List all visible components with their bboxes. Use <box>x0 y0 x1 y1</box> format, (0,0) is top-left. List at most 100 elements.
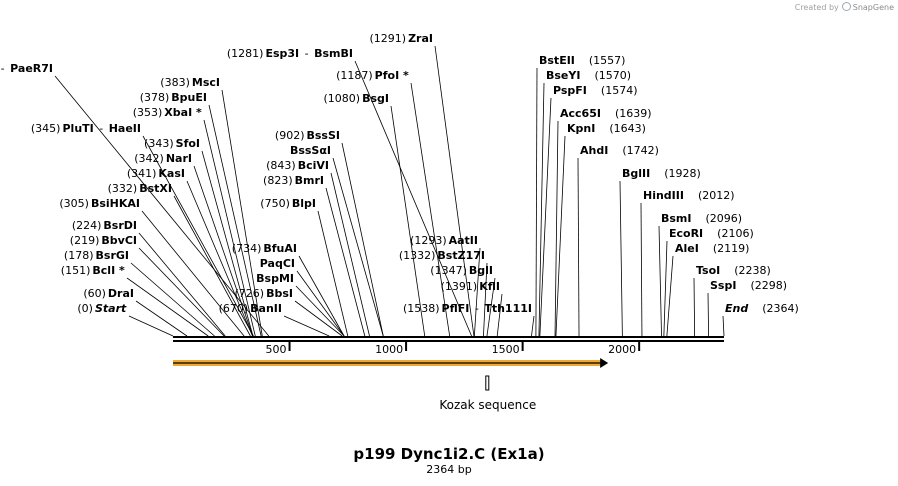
site-label-bsrdi: (224) BsrDI <box>72 219 137 232</box>
leader-line-avai <box>54 75 270 337</box>
site-label-kasi: (341) KasI <box>127 167 185 180</box>
site-label-esp3i: (1281) Esp3I - BsmBI <box>227 47 353 60</box>
site-position-banii: (670) <box>219 302 249 315</box>
credit-prefix: Created by <box>794 3 839 12</box>
site-position-bglii: (1928) <box>664 167 701 180</box>
site-position-start: (0) <box>77 302 93 315</box>
site-label-bsgi: (1080) BsgI <box>324 92 389 105</box>
site-position-hindiii: (2012) <box>698 189 735 202</box>
site-label-start: (0) Start <box>77 302 127 315</box>
leader-line-pluti <box>142 135 254 337</box>
leader-line-bbsi <box>294 300 343 337</box>
site-label-ahdi: AhdI (1742) <box>580 144 659 157</box>
leader-line-bsihkai <box>141 210 245 337</box>
leader-line-aatii <box>473 247 481 337</box>
site-name-banii: BanII <box>250 302 282 315</box>
site-name-esp3i: BsmBI <box>314 47 353 60</box>
site-position-bcivi: (843) <box>266 159 296 172</box>
leader-line-bsssai <box>332 157 384 337</box>
site-label-zrai: (1291) ZraI <box>370 32 434 45</box>
leader-line-end <box>722 315 725 337</box>
leader-line-pfoi <box>410 82 451 337</box>
site-label-pspfi: PspFI (1574) <box>553 84 637 97</box>
site-name-blpi: BlpI <box>292 197 316 210</box>
leader-line-drai <box>135 300 188 337</box>
site-label-bglii: BglII (1928) <box>622 167 701 180</box>
site-name-msci: MscI <box>192 76 220 89</box>
site-name-bmri: BmrI <box>295 174 324 187</box>
site-label-bpuei: (378) BpuEI <box>140 91 207 104</box>
site-position-tsoi: (2238) <box>734 264 771 277</box>
leader-line-bstxi <box>173 195 251 337</box>
site-position-bsmi: (2096) <box>706 212 743 225</box>
site-name-pflfi: Tth111I <box>484 302 532 315</box>
site-separator: - <box>471 302 482 315</box>
leader-line-esp3i <box>354 60 472 337</box>
site-name-pfoi: PfoI * <box>375 69 409 82</box>
kozak-feature-box <box>485 375 490 391</box>
site-name-tsoi: TsoI <box>696 264 720 277</box>
site-position-bbsi: (726) <box>235 287 265 300</box>
leader-line-bsrgi <box>130 262 215 337</box>
site-position-pspfi: (1574) <box>601 84 638 97</box>
site-label-bsihkai: (305) BsiHKAI <box>59 197 140 210</box>
site-label-bfuai: (734) BfuAI <box>232 242 297 255</box>
site-position-nari: (342) <box>134 152 164 165</box>
plasmid-name: p199 Dync1i2.C (Ex1a) <box>353 445 545 463</box>
site-position-bbvci: (219) <box>70 234 100 247</box>
leader-line-pflfi <box>531 315 535 337</box>
credit-brand: SnapGene <box>852 3 894 12</box>
site-label-pluti: (345) PluTI - HaeII <box>31 122 141 135</box>
leader-line-nari <box>193 165 254 337</box>
site-label-aatii: (1293) AatII <box>410 234 478 247</box>
site-label-bsssai: BssSαI <box>290 144 331 157</box>
site-label-ecori: EcoRI (2106) <box>669 227 754 240</box>
site-position-sfoi: (343) <box>144 137 174 150</box>
site-label-pfoi: (1187) PfoI * <box>336 69 409 82</box>
site-name-acc65i: Acc65I <box>560 107 601 120</box>
leader-line-bsgi <box>390 105 426 337</box>
leader-line-bsmi <box>658 225 662 337</box>
site-position-bsrdi: (224) <box>72 219 102 232</box>
site-label-banii: (670) BanII <box>219 302 282 315</box>
leader-line-pspfi <box>539 97 552 337</box>
site-name-bpuei: BpuEI <box>171 91 207 104</box>
site-label-msci: (383) MscI <box>160 76 220 89</box>
leader-line-bsssi <box>341 142 384 337</box>
leader-line-tsoi <box>693 277 696 337</box>
orf-arrowhead-icon <box>600 358 609 368</box>
site-name-bgli: BglI <box>469 264 493 277</box>
site-position-drai: (60) <box>83 287 106 300</box>
site-position-aatii: (1293) <box>410 234 447 247</box>
site-name-hindiii: HindIII <box>643 189 684 202</box>
ruler-label-2000: 2000 <box>608 343 636 356</box>
site-label-blpi: (750) BlpI <box>260 197 316 210</box>
leader-line-bstz17i <box>483 262 488 337</box>
site-position-bfuai: (734) <box>232 242 262 255</box>
site-name-bsrdi: BsrDI <box>103 219 137 232</box>
leader-line-kfli <box>496 293 503 337</box>
leader-line-blpi <box>317 210 349 337</box>
leader-line-bglii <box>619 180 623 337</box>
site-label-end: End (2364) <box>725 302 799 315</box>
site-position-bcli: (151) <box>61 264 91 277</box>
leader-line-sfoi <box>201 150 254 337</box>
site-position-bstxi: (332) <box>108 182 138 195</box>
leader-line-bsteii <box>535 67 538 337</box>
site-name-kpni: KpnI <box>567 122 595 135</box>
plasmid-size: 2364 bp <box>426 463 472 476</box>
site-label-drai: (60) DraI <box>83 287 134 300</box>
site-label-bsssi: (902) BssSI <box>275 129 340 142</box>
site-label-bstz17i: (1332) BstZ17I <box>399 249 485 262</box>
leader-line-bsrdi <box>138 232 226 337</box>
site-separator: - <box>0 62 8 75</box>
site-position-pluti: (345) <box>31 122 61 135</box>
site-name-pluti: HaeII <box>109 122 141 135</box>
site-position-acc65i: (1639) <box>615 107 652 120</box>
site-name-avai: PaeR7I <box>10 62 53 75</box>
site-position-kasi: (341) <box>127 167 157 180</box>
site-position-esp3i: (1281) <box>227 47 264 60</box>
site-position-xbai: (353) <box>133 106 163 119</box>
site-label-avai: (411)AvaI - XhoI - BsoBI - PaeR7I <box>0 62 53 75</box>
